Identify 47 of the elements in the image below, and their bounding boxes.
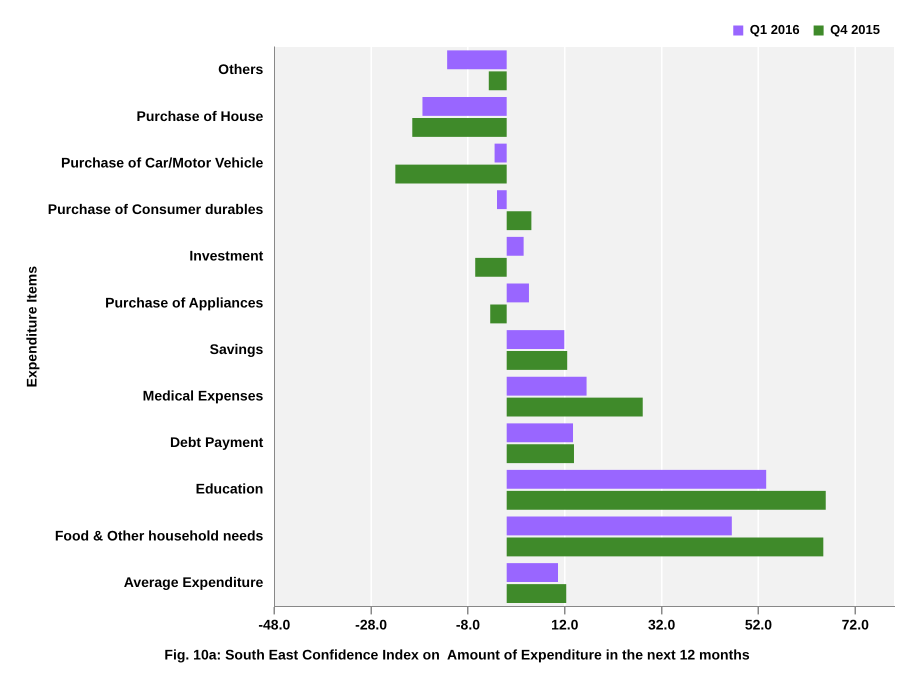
bar [506,351,568,370]
y-tick-label: Savings [210,340,264,357]
bar [395,164,507,184]
y-tick-label: Purchase of House [136,108,264,124]
bar [412,118,507,137]
bar [506,236,524,256]
y-tick-label: Debt Payment [170,434,264,450]
bar [506,470,766,489]
y-tick-label: Others [218,61,264,78]
y-tick-label: Purchase of Consumer durables [48,201,264,218]
legend-label: Q1 2016 [750,22,800,38]
y-axis-title: Expenditure Items [23,266,40,388]
bar [506,398,643,417]
bar [497,190,507,210]
bar [490,304,507,324]
x-tick-label: -28.0 [355,616,388,633]
bar [506,584,566,604]
x-tick-label: 12.0 [551,616,579,633]
bar [447,50,507,70]
y-tick-label: Purchase of Appliances [105,294,264,310]
y-tick-label: Food & Other household needs [54,527,264,544]
bar [422,96,507,116]
y-tick-label: Purchase of Car/Motor Vehicle [61,154,264,170]
x-tick-label: -8.0 [456,616,480,633]
bar [506,516,732,536]
bar [506,563,558,582]
bar [494,144,507,162]
y-tick-label: Medical Expenses [142,387,264,404]
y-tick-label: Average Expenditure [124,574,264,590]
bar [488,71,507,90]
legend-label: Q4 2015 [830,22,880,38]
bar [506,423,574,442]
y-tick-label: Education [196,480,264,497]
x-tick-label: 52.0 [744,616,772,633]
bar [506,376,587,396]
x-tick-label: -48.0 [258,616,290,633]
bar [506,538,824,556]
bar [506,444,574,464]
x-tick-label: 32.0 [648,616,676,633]
text: Fig. 10a: South East Confidence Index on Amount of Expenditure in the next 12 months [164,646,750,662]
bar [506,490,826,510]
y-tick-label: Investment [189,248,264,264]
bar [506,283,529,302]
bar [475,258,507,277]
bar [506,211,532,230]
x-tick-label: 72.0 [842,616,870,633]
bar [506,330,564,349]
